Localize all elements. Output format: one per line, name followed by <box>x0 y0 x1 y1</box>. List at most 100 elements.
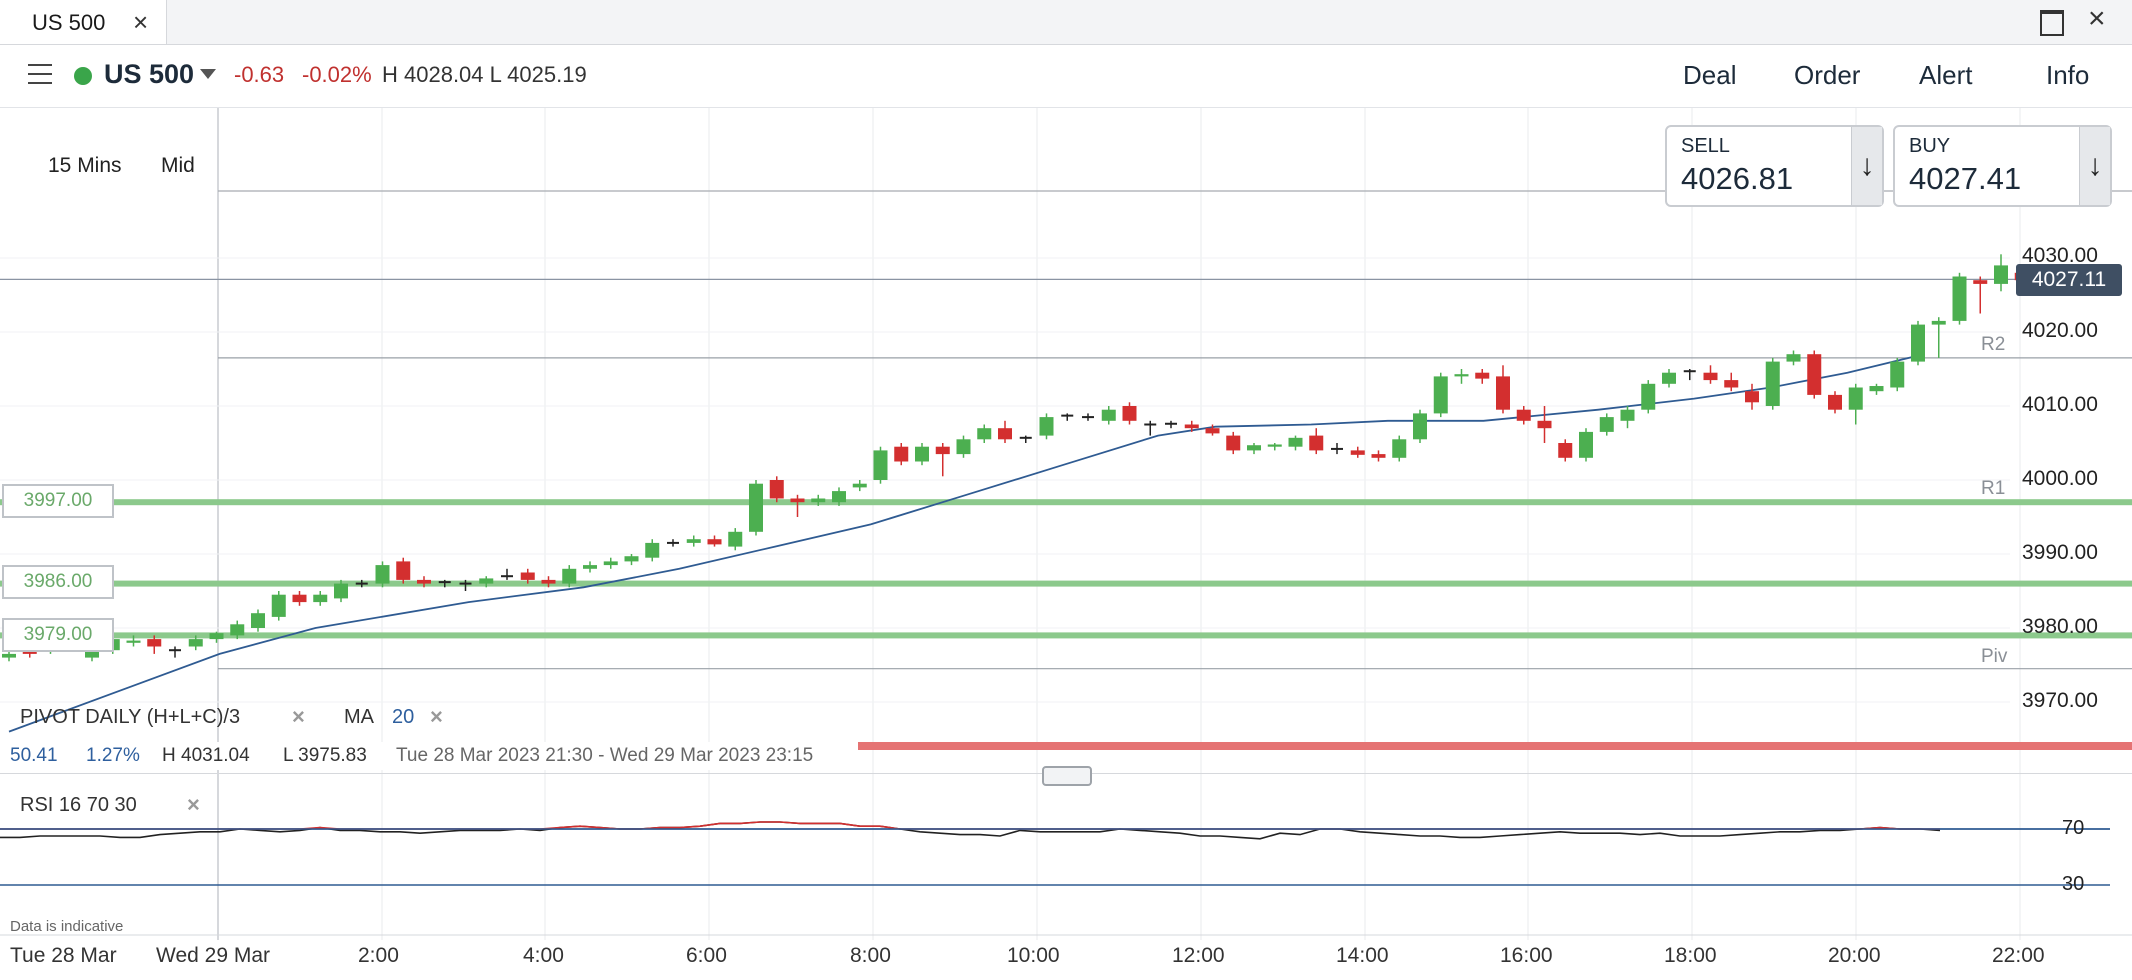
candle-body <box>375 565 390 584</box>
level-box-3997[interactable]: 3997.00 <box>2 484 114 518</box>
maximize-icon[interactable] <box>2040 10 2064 36</box>
candle-body <box>1973 280 1988 284</box>
candle-body <box>1454 374 1469 377</box>
alert-button[interactable]: Alert <box>1919 60 1973 90</box>
price-mode-selector[interactable]: Mid <box>161 154 195 177</box>
x-tick-label: 14:00 <box>1336 944 1389 967</box>
candle-body <box>1828 394 1842 410</box>
level-line <box>0 632 2132 639</box>
candle-body <box>147 639 162 647</box>
candle-body <box>998 428 1012 440</box>
candle-body <box>271 594 286 617</box>
x-tick-label: 10:00 <box>1007 944 1060 967</box>
x-tick-label: 4:00 <box>523 944 564 967</box>
candle-body <box>915 446 929 462</box>
pivot-label-r1: R1 <box>1981 478 2006 499</box>
candle-body <box>1703 372 1718 381</box>
range-high: H 4031.04 <box>162 745 250 766</box>
candle-body <box>1122 406 1137 421</box>
level-box-3986[interactable]: 3986.00 <box>2 565 114 599</box>
candle-body <box>1890 361 1905 388</box>
buy-ticket[interactable]: BUY 4027.41 ↓ <box>1893 125 2112 207</box>
x-tick-label: 22:00 <box>1992 944 2045 967</box>
candle-body <box>1413 413 1427 440</box>
deal-button[interactable]: Deal <box>1683 60 1737 90</box>
candle-body <box>1765 361 1780 406</box>
pivot-legend[interactable]: PIVOT DAILY (H+L+C)/3 <box>20 706 241 728</box>
candle-body <box>1433 376 1448 414</box>
data-disclaimer: Data is indicative <box>10 918 124 935</box>
pane-resize-handle[interactable] <box>1042 766 1092 786</box>
arrow-down-icon[interactable]: ↓ <box>1851 127 1882 205</box>
tab-title[interactable]: US 500 <box>32 10 106 35</box>
candle-body <box>1392 439 1407 458</box>
candle-body <box>583 565 597 569</box>
instrument-name[interactable]: US 500 <box>104 59 195 89</box>
chevron-down-icon[interactable] <box>200 69 216 79</box>
candle-body <box>2 653 16 658</box>
timeframe-selector[interactable]: 15 Mins <box>48 154 122 177</box>
candle-body <box>417 579 431 584</box>
candle-body <box>1101 409 1116 421</box>
x-tick-label: 2:00 <box>358 944 399 967</box>
candle-body <box>1184 424 1199 429</box>
candle-body <box>1641 383 1656 410</box>
candle-body <box>562 568 577 584</box>
y-tick-label: 3990.00 <box>2022 541 2098 564</box>
level-line <box>0 580 2132 587</box>
close-window-icon[interactable]: × <box>2088 2 2106 35</box>
remove-ma-icon[interactable]: × <box>430 704 443 729</box>
buy-label: BUY <box>1909 135 1951 157</box>
candle-body <box>479 578 494 584</box>
hamburger-menu-icon[interactable] <box>28 64 52 91</box>
buy-price[interactable]: 4027.41 <box>1909 161 2022 196</box>
candle-body <box>1350 450 1365 455</box>
y-tick-label: 3980.00 <box>2022 615 2098 638</box>
candle-body <box>188 639 203 647</box>
candle-body <box>1599 417 1614 432</box>
x-tick-label: 12:00 <box>1172 944 1225 967</box>
rsi-legend[interactable]: RSI 16 70 30 <box>20 794 137 816</box>
remove-rsi-icon[interactable]: × <box>187 792 200 817</box>
ma-period[interactable]: 20 <box>392 706 415 728</box>
y-tick-label: 4020.00 <box>2022 319 2098 342</box>
instrument-header: US 500 -0.63 -0.02% H 4028.04 L 4025.19 … <box>0 45 2132 108</box>
candle-body <box>707 539 722 545</box>
order-button[interactable]: Order <box>1794 60 1861 90</box>
range-low: L 3975.83 <box>283 745 367 766</box>
high-low-readout: H 4028.04 L 4025.19 <box>382 62 587 87</box>
candle-body <box>645 542 660 558</box>
range-dates: Tue 28 Mar 2023 21:30 - Wed 29 Mar 2023 … <box>396 745 814 766</box>
info-button[interactable]: Info <box>2046 60 2090 90</box>
sell-ticket[interactable]: SELL 4026.81 ↓ <box>1665 125 1884 207</box>
level-box-3979[interactable]: 3979.00 <box>2 618 114 652</box>
candle-body <box>1807 354 1822 395</box>
ma-legend[interactable]: MA <box>344 706 374 728</box>
x-tick-label: 8:00 <box>850 944 891 967</box>
candle-body <box>790 498 805 503</box>
candle-body <box>1662 372 1676 384</box>
remove-pivot-icon[interactable]: × <box>292 704 305 729</box>
candle-body <box>811 498 826 503</box>
rsi-overbought-line <box>0 821 1940 830</box>
arrow-down-icon[interactable]: ↓ <box>2079 127 2110 205</box>
candle-body <box>769 480 784 499</box>
candle-body <box>396 561 411 580</box>
tab-us500[interactable] <box>0 0 167 44</box>
candle-body <box>956 439 971 455</box>
candle-body <box>686 539 701 543</box>
candle-body <box>852 483 867 488</box>
candle-body <box>1247 445 1261 451</box>
y-tick-label: 3970.00 <box>2022 689 2098 712</box>
candle-body <box>292 594 307 603</box>
candle-body <box>1848 387 1863 410</box>
sell-price[interactable]: 4026.81 <box>1681 161 1794 196</box>
range-change: 50.41 <box>10 745 58 766</box>
x-tick-label: Wed 29 Mar <box>156 944 270 967</box>
candle-body <box>313 594 328 603</box>
close-tab-icon[interactable]: × <box>133 7 149 37</box>
range-highlight-bar <box>858 742 2132 750</box>
candle-body <box>977 428 992 440</box>
candle-body <box>1496 376 1510 410</box>
